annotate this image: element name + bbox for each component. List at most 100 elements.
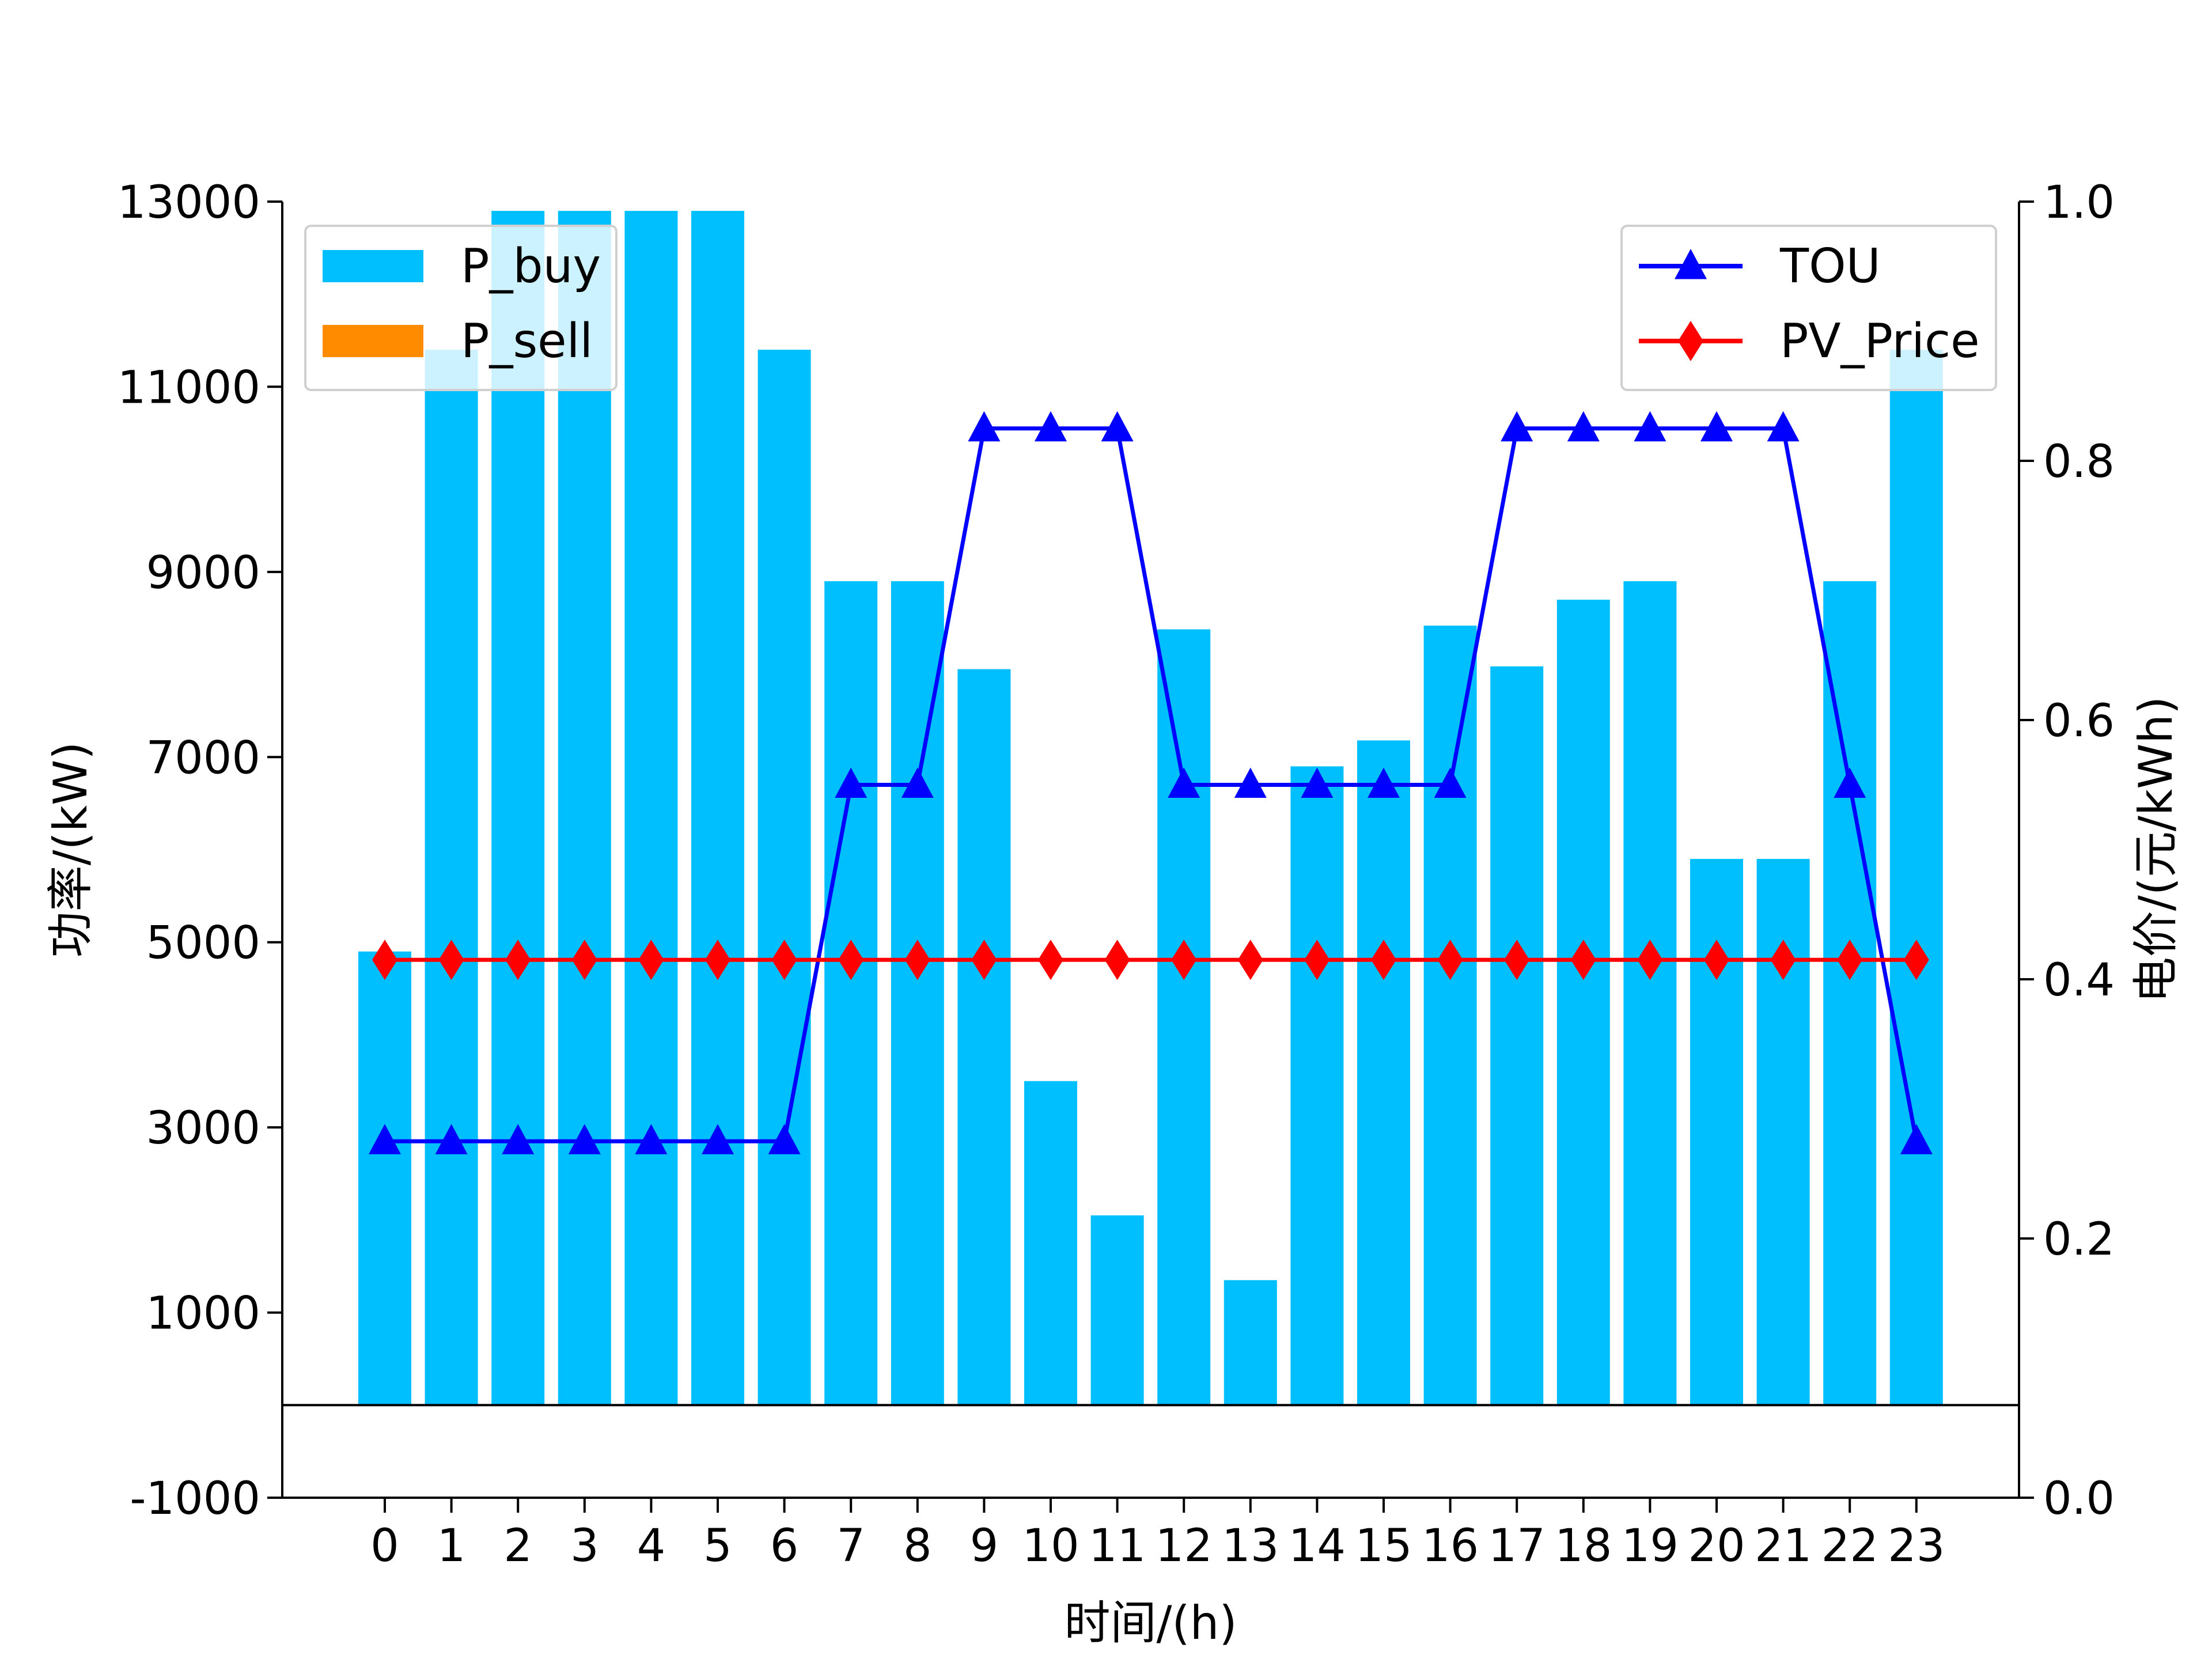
legend-swatch-P_sell <box>323 325 423 357</box>
point-PV_Price-0 <box>372 940 397 980</box>
point-PV_Price-8 <box>904 940 930 980</box>
point-PV_Price-20 <box>1704 940 1729 980</box>
legend-swatch-P_buy <box>323 250 423 282</box>
bar-P_buy-2 <box>491 211 545 1406</box>
bar-P_buy-19 <box>1623 581 1677 1406</box>
x-tick-label: 7 <box>836 1520 865 1572</box>
point-PV_Price-2 <box>505 940 531 980</box>
x-tick-label: 20 <box>1688 1520 1745 1572</box>
bar-P_buy-0 <box>358 951 411 1406</box>
y-left-tick-label: 9000 <box>146 547 260 599</box>
bar-P_buy-9 <box>957 669 1011 1406</box>
point-PV_Price-5 <box>705 940 730 980</box>
bar-P_buy-3 <box>558 211 611 1406</box>
point-PV_Price-21 <box>1770 940 1796 980</box>
x-axis-label: 时间/(h) <box>1064 1596 1237 1650</box>
x-tick-label: 23 <box>1888 1520 1945 1572</box>
y-left-tick-label: 13000 <box>118 177 260 229</box>
x-tick-label: 19 <box>1622 1520 1679 1572</box>
point-TOU-11 <box>1101 411 1134 442</box>
point-TOU-17 <box>1501 411 1533 442</box>
x-tick-label: 4 <box>637 1520 666 1572</box>
point-PV_Price-17 <box>1504 940 1530 980</box>
point-PV_Price-23 <box>1903 940 1929 980</box>
point-TOU-6 <box>768 1124 801 1154</box>
point-TOU-8 <box>901 767 934 798</box>
lines-layer <box>369 411 1933 1154</box>
legend-marker-PV_Price <box>1678 321 1703 361</box>
bar-P_buy-16 <box>1423 626 1477 1406</box>
x-tick-label: 6 <box>770 1520 799 1572</box>
point-TOU-20 <box>1700 411 1733 442</box>
bar-P_buy-13 <box>1224 1280 1277 1406</box>
legend-bars: P_buy P_sell <box>304 225 618 391</box>
bar-P_buy-8 <box>891 581 944 1406</box>
y-left-tick-label: -1000 <box>130 1473 260 1525</box>
point-TOU-23 <box>1900 1124 1933 1154</box>
point-PV_Price-10 <box>1038 940 1063 980</box>
legend-lines: TOU PV_Price <box>1620 225 1997 391</box>
y-axis-right-label: 电价/(元/kWh) <box>2129 696 2183 1003</box>
y-right-tick-label: 0.2 <box>2043 1214 2115 1266</box>
point-TOU-7 <box>835 767 868 798</box>
point-TOU-13 <box>1234 767 1267 798</box>
bar-P_buy-1 <box>425 350 478 1406</box>
legend-label-P_sell: P_sell <box>461 314 593 369</box>
point-PV_Price-18 <box>1570 940 1596 980</box>
point-TOU-21 <box>1767 411 1800 442</box>
x-tick-label: 9 <box>970 1520 999 1572</box>
x-tick-label: 0 <box>370 1520 399 1572</box>
line-TOU <box>385 426 1919 1143</box>
point-PV_Price-15 <box>1371 940 1396 980</box>
x-tick-label: 3 <box>570 1520 599 1572</box>
point-TOU-2 <box>502 1124 535 1154</box>
x-tick-label: 16 <box>1422 1520 1479 1572</box>
point-TOU-4 <box>635 1124 668 1154</box>
bar-P_buy-22 <box>1823 581 1877 1406</box>
x-tick-label: 13 <box>1222 1520 1279 1572</box>
point-PV_Price-4 <box>638 940 664 980</box>
point-PV_Price-16 <box>1437 940 1463 980</box>
point-TOU-10 <box>1035 411 1067 442</box>
y-right-tick-label: 0.0 <box>2043 1473 2115 1525</box>
x-tick-label: 12 <box>1156 1520 1213 1572</box>
point-TOU-14 <box>1301 767 1334 798</box>
y-left-tick-label: 3000 <box>146 1103 260 1154</box>
point-PV_Price-9 <box>971 940 997 980</box>
point-TOU-18 <box>1567 411 1600 442</box>
point-PV_Price-12 <box>1171 940 1197 980</box>
bar-P_buy-11 <box>1090 1215 1144 1406</box>
x-tick-label: 5 <box>703 1520 732 1572</box>
x-tick-label: 21 <box>1755 1520 1812 1572</box>
point-PV_Price-1 <box>438 940 464 980</box>
point-PV_Price-13 <box>1237 940 1263 980</box>
legend-marker-TOU <box>1675 249 1707 279</box>
bar-P_buy-18 <box>1556 600 1610 1406</box>
y-right-tick-label: 1.0 <box>2043 177 2115 229</box>
bar-P_buy-6 <box>757 350 811 1406</box>
x-tick-label: 2 <box>503 1520 532 1572</box>
point-TOU-15 <box>1368 767 1400 798</box>
y-left-tick-label: 11000 <box>118 362 260 414</box>
point-TOU-9 <box>968 411 1001 442</box>
y-right-tick-label: 0.8 <box>2043 436 2115 488</box>
x-tick-label: 11 <box>1089 1520 1146 1572</box>
x-tick-label: 15 <box>1355 1520 1412 1572</box>
point-TOU-0 <box>369 1124 401 1154</box>
point-TOU-19 <box>1634 411 1666 442</box>
point-TOU-22 <box>1834 767 1866 798</box>
point-TOU-16 <box>1434 767 1467 798</box>
y-left-tick-label: 5000 <box>146 918 260 969</box>
y-left-tick-label: 1000 <box>146 1288 260 1340</box>
x-tick-label: 18 <box>1555 1520 1612 1572</box>
legend-label-P_buy: P_buy <box>461 239 601 294</box>
x-tick-label: 10 <box>1022 1520 1079 1572</box>
x-tick-label: 8 <box>903 1520 932 1572</box>
y-left-tick-label: 7000 <box>146 732 260 784</box>
bar-P_buy-4 <box>624 211 678 1406</box>
y-right-tick-label: 0.6 <box>2043 695 2115 747</box>
bar-P_buy-14 <box>1290 766 1344 1406</box>
point-PV_Price-22 <box>1837 940 1863 980</box>
legend-label-TOU: TOU <box>1779 239 1881 294</box>
